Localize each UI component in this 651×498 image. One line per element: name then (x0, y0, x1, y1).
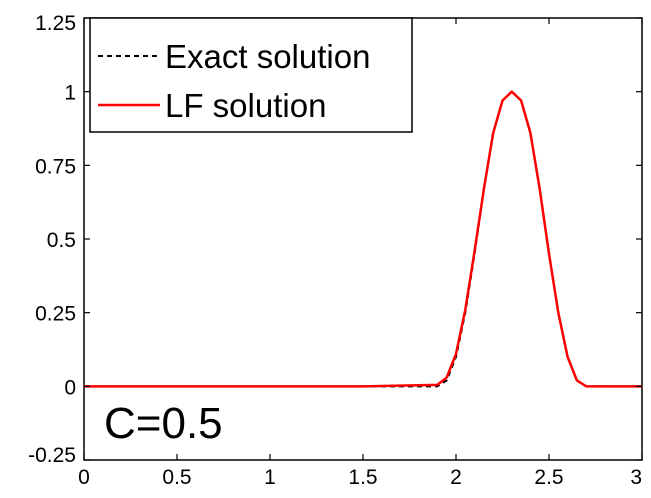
legend-label-lf: LF solution (165, 87, 326, 124)
x-tick-label: 2 (450, 466, 462, 489)
x-tick-label: 1 (264, 466, 276, 489)
series-line-lf (84, 90, 642, 388)
x-tick-label: 0 (78, 466, 90, 489)
y-tick-label: -0.25 (28, 444, 76, 467)
x-tick-label: 1.5 (348, 466, 377, 489)
y-tick-label: 1.25 (35, 12, 76, 35)
y-tick-label: 0.25 (35, 303, 76, 326)
legend: Exact solution LF solution (89, 17, 413, 133)
y-tick-label: 0 (64, 376, 76, 399)
x-tick-label: 2.5 (534, 466, 563, 489)
x-axis: 0 0.5 1 1.5 2 2.5 3 (78, 18, 643, 489)
y-tick-label: 1 (64, 82, 76, 105)
y-tick-label: 0.75 (35, 155, 76, 178)
series-line-exact (84, 90, 642, 388)
series-layer (84, 90, 642, 388)
y-axis: -0.25 0 0.25 0.5 0.75 1 1.25 (28, 12, 642, 467)
legend-label-exact: Exact solution (165, 38, 370, 75)
annotation-courant-number: C=0.5 (104, 399, 223, 448)
x-tick-label: 3 (630, 466, 642, 489)
x-tick-label: 0.5 (162, 466, 191, 489)
legend-box (89, 17, 413, 133)
y-tick-label: 0.5 (47, 229, 76, 252)
